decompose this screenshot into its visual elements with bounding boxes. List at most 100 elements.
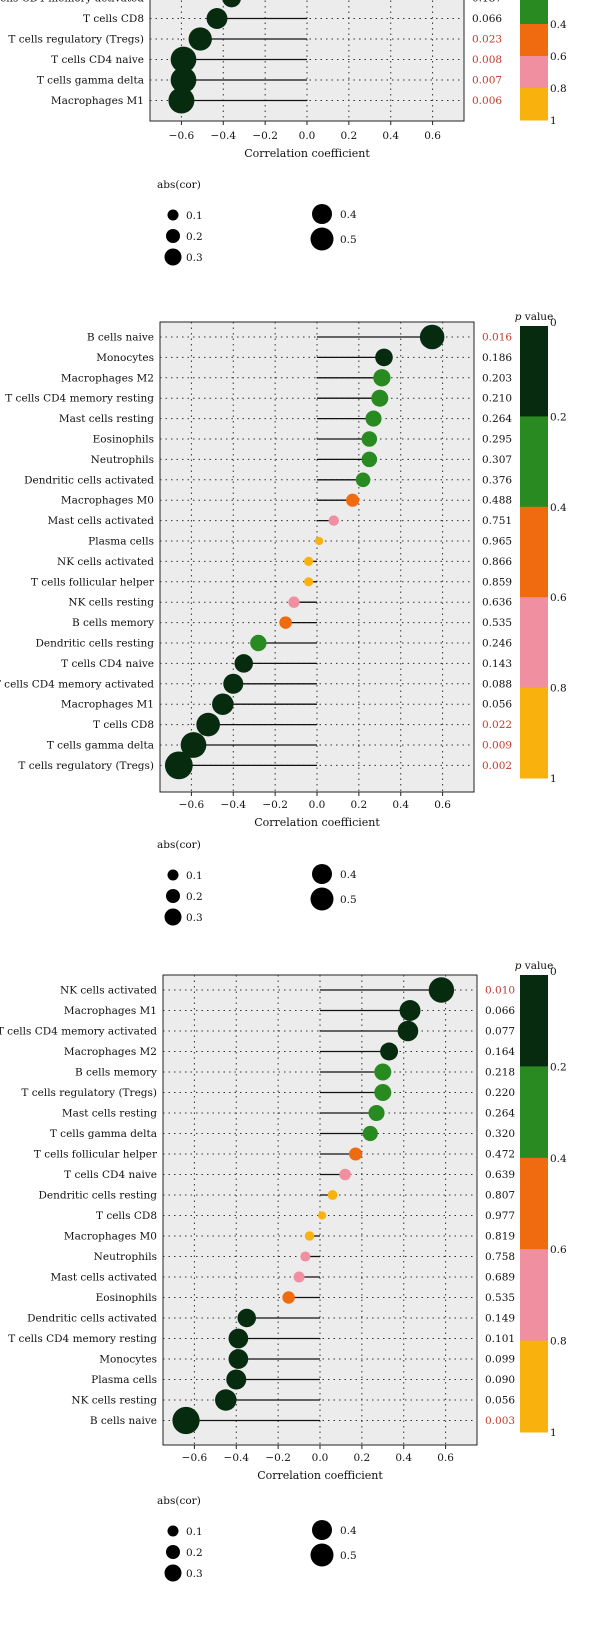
row-label-17: T cells CD4 memory activated [0, 678, 154, 690]
row-label-17: T cells CD4 memory resting [8, 1333, 157, 1345]
size-legend-dot-0 [167, 209, 179, 221]
row-pvalue-16: 0.143 [482, 658, 512, 670]
row-label-10: Plasma cells [88, 536, 154, 548]
colorbar-tick-0: 0 [550, 966, 557, 978]
row-label-11: NK cells activated [57, 556, 154, 568]
xtick-label-4: 0.2 [341, 130, 358, 142]
row-pvalue-5: 0.295 [482, 434, 512, 446]
dot-10 [327, 1190, 338, 1200]
size-legend-label-3: 0.4 [340, 869, 357, 881]
row-label-0: NK cells activated [60, 985, 157, 997]
size-legend-title: abs(cor) [157, 1495, 201, 1507]
row-label-15: Eosinophils [96, 1292, 157, 1304]
colorbar-title-p: p [515, 960, 522, 972]
xtick-label-6: 0.6 [434, 799, 451, 811]
row-pvalue-8: 0.488 [482, 495, 512, 507]
row-label-0: T cells CD4 memory activated [0, 0, 144, 5]
row-pvalue-17: 0.101 [485, 1333, 515, 1345]
row-label-13: NK cells resting [68, 597, 154, 609]
row-pvalue-2: 0.023 [472, 34, 502, 46]
dot-7 [362, 1125, 378, 1142]
row-pvalue-19: 0.090 [485, 1374, 515, 1386]
size-legend-label-0: 0.1 [186, 210, 203, 222]
row-label-7: Dendritic cells activated [24, 474, 154, 486]
x-axis-title: Correlation coefficient [257, 1469, 383, 1482]
row-label-2: Macrophages M2 [61, 372, 154, 384]
xtick-label-3: 0.0 [312, 1452, 329, 1464]
row-label-2: T cells regulatory (Tregs) [8, 34, 144, 46]
dot-9 [339, 1168, 351, 1181]
xtick-label-0: −0.6 [182, 1452, 208, 1464]
row-label-0: B cells naive [87, 332, 154, 344]
colorbar-title: p value [515, 311, 554, 323]
row-label-15: Dendritic cells resting [35, 638, 154, 650]
dot-5 [374, 1084, 392, 1101]
row-pvalue-11: 0.977 [485, 1210, 515, 1222]
colorbar-tick-2: 0.4 [550, 502, 567, 514]
size-legend-title: abs(cor) [157, 839, 201, 851]
row-pvalue-3: 0.008 [472, 54, 502, 66]
colorbar-segment-1 [520, 416, 548, 508]
row-pvalue-2: 0.077 [485, 1026, 515, 1038]
dot-6 [368, 1104, 385, 1122]
row-pvalue-14: 0.535 [482, 617, 512, 629]
dot-6 [361, 451, 378, 468]
xtick-label-5: 0.4 [392, 799, 409, 811]
dot-5 [361, 431, 378, 447]
row-label-5: Eosinophils [93, 434, 154, 446]
row-pvalue-12: 0.859 [482, 576, 512, 588]
size-legend-dot-0 [167, 869, 179, 881]
dot-13 [288, 596, 300, 608]
xtick-label-4: 0.2 [351, 799, 368, 811]
xtick-label-5: 0.4 [395, 1452, 412, 1464]
colorbar-segment-1 [520, 0, 548, 25]
colorbar-segment-4 [520, 1340, 548, 1433]
row-label-4: Mast cells resting [59, 413, 154, 425]
xtick-label-2: −0.2 [252, 130, 278, 142]
dot-1 [399, 1000, 421, 1021]
chart-panel-2: B cells naive 0.016 Monocytes 0.186 Macropha… [0, 300, 598, 940]
row-pvalue-15: 0.535 [485, 1292, 515, 1304]
row-pvalue-12: 0.819 [485, 1231, 515, 1243]
row-label-3: T cells CD4 memory resting [5, 393, 154, 405]
row-pvalue-6: 0.307 [482, 454, 512, 466]
dot-3 [170, 46, 197, 73]
row-label-13: Neutrophils [94, 1251, 157, 1263]
row-pvalue-4: 0.218 [485, 1067, 515, 1079]
row-pvalue-18: 0.056 [482, 699, 512, 711]
dot-15 [250, 634, 267, 652]
dot-17 [228, 1328, 249, 1349]
dot-9 [328, 515, 339, 526]
row-pvalue-16: 0.149 [485, 1313, 515, 1325]
row-label-6: Mast cells resting [62, 1108, 157, 1120]
dot-7 [355, 472, 371, 488]
row-label-19: T cells CD8 [93, 719, 154, 731]
row-label-5: Macrophages M1 [51, 95, 144, 107]
row-label-14: B cells memory [72, 617, 154, 629]
xtick-label-6: 0.6 [437, 1452, 454, 1464]
row-pvalue-2: 0.203 [482, 372, 512, 384]
colorbar-tick-4: 0.8 [550, 683, 567, 695]
colorbar-title-rest: value [521, 311, 553, 323]
colorbar-title-p: p [515, 311, 522, 323]
row-pvalue-3: 0.164 [485, 1046, 515, 1058]
dot-18 [228, 1349, 249, 1369]
row-pvalue-7: 0.320 [485, 1128, 515, 1140]
dot-17 [223, 673, 244, 694]
colorbar-tick-2: 0.4 [550, 1153, 567, 1165]
row-pvalue-21: 0.003 [485, 1415, 515, 1427]
xtick-label-4: 0.2 [354, 1452, 371, 1464]
colorbar-segment-2 [520, 506, 548, 598]
dot-4 [365, 410, 382, 427]
row-label-8: T cells follicular helper [34, 1149, 158, 1161]
xtick-label-1: −0.4 [224, 1452, 250, 1464]
row-pvalue-13: 0.636 [482, 597, 512, 609]
size-legend-label-0: 0.1 [186, 870, 203, 882]
row-label-19: Plasma cells [91, 1374, 157, 1386]
size-legend-label-3: 0.4 [340, 1525, 357, 1537]
xtick-label-2: −0.2 [262, 799, 288, 811]
x-axis-title: Correlation coefficient [254, 816, 380, 829]
size-legend-dot-2 [164, 1564, 182, 1582]
dot-3 [371, 389, 389, 407]
